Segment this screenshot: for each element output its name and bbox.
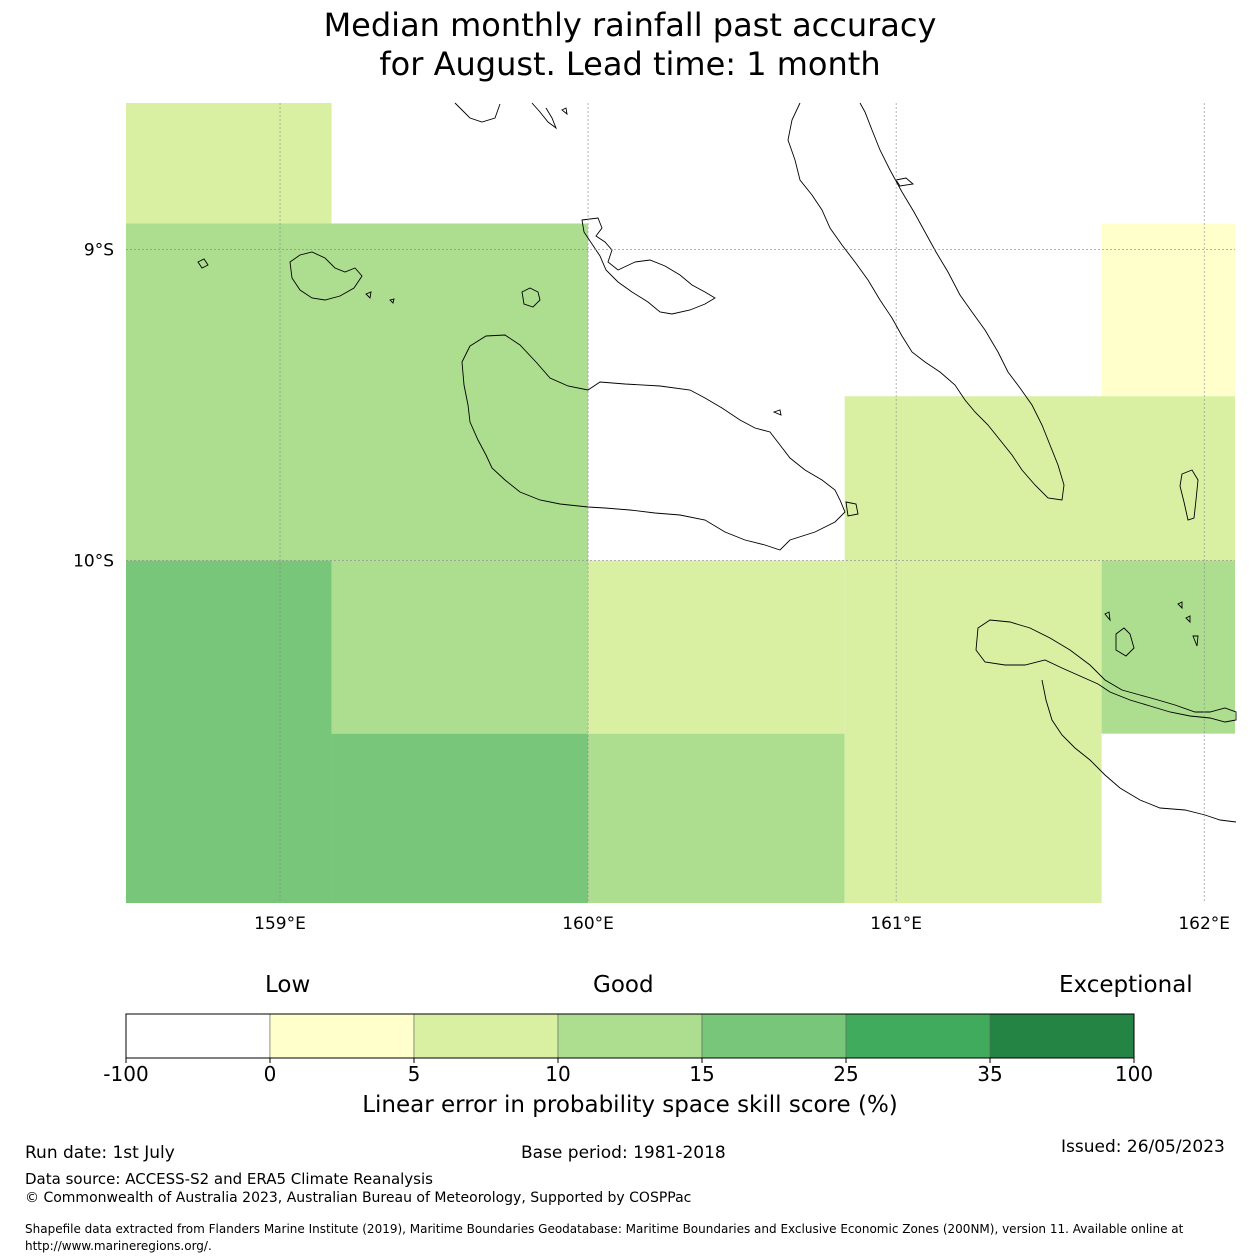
shapefile-credit-line2: http://www.marineregions.org/. <box>25 1239 212 1253</box>
lon-tick-label: 162°E <box>1178 914 1230 934</box>
lat-tick-label: 9°S <box>84 240 114 260</box>
colorbar-swatch <box>989 1013 1135 1059</box>
colorbar-axis-label: Linear error in probability space skill … <box>362 1092 898 1118</box>
issued-date: Issued: 26/05/2023 <box>1061 1137 1225 1157</box>
category-good-label: Good <box>593 972 654 998</box>
coastline-islet-north <box>561 107 568 116</box>
coastline-islet-ugi <box>1115 627 1135 657</box>
coastline-florida-islands <box>581 217 716 315</box>
grid-cell-1 <box>126 223 589 561</box>
lon-tick-label: 160°E <box>562 914 614 934</box>
colorbar-swatch <box>269 1013 415 1059</box>
coastline-islet-9 <box>845 501 859 517</box>
grid-cell-7 <box>588 560 845 734</box>
lon-tick-label: 161°E <box>870 914 922 934</box>
colorbar-tick-label: 0 <box>264 1062 277 1086</box>
graticule <box>126 103 1235 903</box>
coastline-north-fragment-2 <box>531 102 558 130</box>
colorbar-swatch <box>701 1013 847 1059</box>
coastline-malaita <box>787 102 1065 501</box>
shapefile-credit: Shapefile data extracted from Flanders M… <box>25 1221 1245 1255</box>
run-date: Run date: 1st July <box>25 1143 175 1163</box>
colorbar: -100 0 5 10 15 25 35 100 <box>103 1013 1153 1086</box>
colorbar-tick-label: 35 <box>977 1062 1002 1086</box>
copyright: © Commonwealth of Australia 2023, Austra… <box>25 1190 692 1206</box>
coastline-islet-8 <box>1192 635 1199 647</box>
coastline-north-fragment <box>454 102 501 123</box>
coastlines <box>197 102 1237 823</box>
grid-cell-3 <box>844 396 1235 561</box>
lon-tick-label: 159°E <box>254 914 306 934</box>
coastline-islet-malaita <box>895 177 915 187</box>
map-title-line2: for August. Lead time: 1 month <box>379 45 881 83</box>
grid-cell-4 <box>126 560 332 903</box>
grid-cell-8 <box>588 733 845 903</box>
colorbar-swatch <box>557 1013 703 1059</box>
grid-cell-9 <box>844 560 1102 903</box>
shapefile-credit-line1: Shapefile data extracted from Flanders M… <box>25 1222 1184 1236</box>
colorbar-tick-label: 5 <box>408 1062 421 1086</box>
grid-cell-6 <box>331 733 589 903</box>
colorbar-outline <box>125 1013 1135 1059</box>
colorbar-tick-label: 100 <box>1115 1062 1153 1086</box>
coastline-islet-4 <box>772 409 782 416</box>
data-source: Data source: ACCESS-S2 and ERA5 Climate … <box>25 1170 433 1188</box>
colorbar-swatch <box>413 1013 559 1059</box>
coastline-makira <box>975 619 1237 723</box>
category-exceptional-label: Exceptional <box>1059 972 1193 998</box>
map-title: Median monthly rainfall past accuracy fo… <box>0 6 1260 84</box>
coastline-islet-3 <box>389 298 395 304</box>
map-title-line1: Median monthly rainfall past accuracy <box>323 6 937 44</box>
coastline-islet-west <box>197 258 209 269</box>
base-period: Base period: 1981-2018 <box>521 1143 726 1163</box>
coastline-islet-2 <box>365 291 372 299</box>
coastline-guadalcanal <box>461 334 846 551</box>
grid-cell-0 <box>126 103 332 224</box>
colorbar-tick-label: 10 <box>545 1062 570 1086</box>
coastline-islet-7 <box>1185 615 1191 624</box>
coastline-makira-south <box>1041 679 1237 823</box>
grid-cell-5 <box>331 560 589 734</box>
grid-cell-10 <box>1101 560 1235 734</box>
coastline-islet-east <box>1179 469 1199 521</box>
coastline-islet-5 <box>1104 611 1111 622</box>
coastline-island-savo <box>521 287 541 308</box>
colorbar-tick-label: -100 <box>103 1062 148 1086</box>
lat-tick-label: 10°S <box>73 552 114 572</box>
axis-tick-labels: 159°E 160°E 161°E 162°E 9°S 10°S <box>73 240 1230 934</box>
coastline-islet-6 <box>1177 601 1183 610</box>
grid-cell-2 <box>1101 223 1235 397</box>
colorbar-tick-label: 15 <box>689 1062 714 1086</box>
skill-grid-cells <box>126 103 1235 903</box>
colorbar-tick-label: 25 <box>833 1062 858 1086</box>
colorbar-swatch <box>125 1013 271 1059</box>
coastline-russell-islands <box>289 251 363 301</box>
category-low-label: Low <box>265 972 311 998</box>
colorbar-swatch <box>845 1013 991 1059</box>
